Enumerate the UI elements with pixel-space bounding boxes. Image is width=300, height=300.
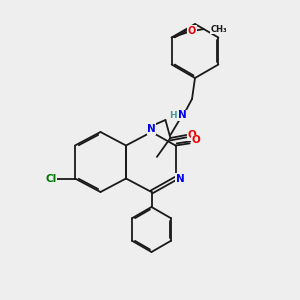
Text: CH₃: CH₃ (210, 25, 227, 34)
Text: O: O (188, 130, 197, 140)
Text: N: N (178, 110, 187, 121)
Text: N: N (176, 173, 184, 184)
Text: O: O (191, 135, 200, 145)
Text: N: N (147, 124, 156, 134)
Text: O: O (188, 26, 196, 36)
Text: H: H (169, 111, 177, 120)
Text: Cl: Cl (45, 173, 57, 184)
